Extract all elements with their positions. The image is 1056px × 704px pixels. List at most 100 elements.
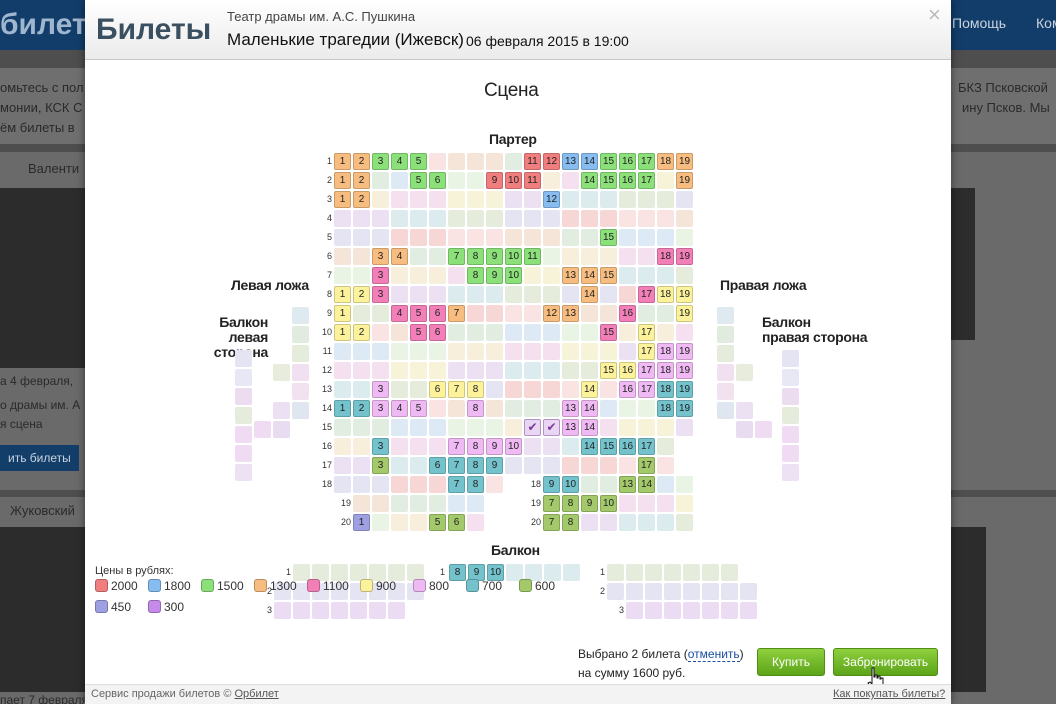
available-seat[interactable]: 7 bbox=[448, 438, 465, 455]
available-seat[interactable]: 1 bbox=[334, 153, 351, 170]
available-seat[interactable]: 17 bbox=[638, 153, 655, 170]
available-seat[interactable]: 10 bbox=[505, 172, 522, 189]
available-seat[interactable]: 13 bbox=[562, 305, 579, 322]
available-seat[interactable]: 5 bbox=[410, 400, 427, 417]
available-seat[interactable]: 2 bbox=[353, 324, 370, 341]
available-seat[interactable]: 6 bbox=[429, 381, 446, 398]
available-seat[interactable]: 2 bbox=[353, 153, 370, 170]
available-seat[interactable]: 7 bbox=[448, 457, 465, 474]
available-seat[interactable]: 19 bbox=[676, 248, 693, 265]
available-seat[interactable]: 8 bbox=[449, 564, 466, 581]
available-seat[interactable]: 9 bbox=[486, 248, 503, 265]
orbilet-link[interactable]: Орбилет bbox=[234, 688, 279, 700]
available-seat[interactable]: 8 bbox=[562, 514, 579, 531]
selected-seat-check-icon[interactable]: ✔ bbox=[524, 419, 541, 436]
available-seat[interactable]: 17 bbox=[638, 362, 655, 379]
available-seat[interactable]: 9 bbox=[486, 172, 503, 189]
available-seat[interactable]: 6 bbox=[448, 514, 465, 531]
cancel-selection-link[interactable]: отменить bbox=[687, 647, 740, 662]
available-seat[interactable]: 10 bbox=[505, 267, 522, 284]
available-seat[interactable]: 17 bbox=[638, 438, 655, 455]
available-seat[interactable]: 19 bbox=[676, 343, 693, 360]
available-seat[interactable]: 12 bbox=[543, 153, 560, 170]
available-seat[interactable]: 16 bbox=[619, 362, 636, 379]
available-seat[interactable]: 17 bbox=[638, 381, 655, 398]
available-seat[interactable]: 6 bbox=[429, 457, 446, 474]
available-seat[interactable]: 1 bbox=[334, 324, 351, 341]
available-seat[interactable]: 8 bbox=[562, 495, 579, 512]
available-seat[interactable]: 2 bbox=[353, 400, 370, 417]
available-seat[interactable]: 11 bbox=[524, 248, 541, 265]
available-seat[interactable]: 8 bbox=[467, 438, 484, 455]
available-seat[interactable]: 11 bbox=[524, 172, 541, 189]
available-seat[interactable]: 15 bbox=[600, 324, 617, 341]
available-seat[interactable]: 17 bbox=[638, 286, 655, 303]
available-seat[interactable]: 16 bbox=[619, 305, 636, 322]
available-seat[interactable]: 2 bbox=[353, 191, 370, 208]
available-seat[interactable]: 7 bbox=[448, 248, 465, 265]
available-seat[interactable]: 19 bbox=[676, 362, 693, 379]
available-seat[interactable]: 5 bbox=[410, 305, 427, 322]
available-seat[interactable]: 3 bbox=[372, 248, 389, 265]
available-seat[interactable]: 18 bbox=[657, 153, 674, 170]
available-seat[interactable]: 14 bbox=[638, 476, 655, 493]
available-seat[interactable]: 13 bbox=[562, 153, 579, 170]
available-seat[interactable]: 15 bbox=[600, 153, 617, 170]
available-seat[interactable]: 1 bbox=[334, 305, 351, 322]
available-seat[interactable]: 13 bbox=[562, 400, 579, 417]
available-seat[interactable]: 7 bbox=[543, 495, 560, 512]
available-seat[interactable]: 14 bbox=[581, 438, 598, 455]
available-seat[interactable]: 4 bbox=[391, 400, 408, 417]
available-seat[interactable]: 1 bbox=[334, 172, 351, 189]
available-seat[interactable]: 5 bbox=[410, 153, 427, 170]
background-nav-help[interactable]: Помощь bbox=[952, 15, 1007, 31]
available-seat[interactable]: 2 bbox=[353, 172, 370, 189]
available-seat[interactable]: 6 bbox=[429, 172, 446, 189]
available-seat[interactable]: 3 bbox=[372, 267, 389, 284]
available-seat[interactable]: 9 bbox=[486, 267, 503, 284]
available-seat[interactable]: 15 bbox=[600, 438, 617, 455]
available-seat[interactable]: 9 bbox=[543, 476, 560, 493]
available-seat[interactable]: 1 bbox=[334, 286, 351, 303]
available-seat[interactable]: 18 bbox=[657, 362, 674, 379]
available-seat[interactable]: 18 bbox=[657, 343, 674, 360]
available-seat[interactable]: 17 bbox=[638, 324, 655, 341]
available-seat[interactable]: 15 bbox=[600, 172, 617, 189]
available-seat[interactable]: 1 bbox=[334, 191, 351, 208]
available-seat[interactable]: 2 bbox=[353, 286, 370, 303]
close-icon[interactable]: × bbox=[928, 2, 941, 27]
available-seat[interactable]: 18 bbox=[657, 286, 674, 303]
available-seat[interactable]: 17 bbox=[638, 172, 655, 189]
available-seat[interactable]: 5 bbox=[429, 514, 446, 531]
buy-button[interactable]: Купить bbox=[757, 648, 825, 676]
available-seat[interactable]: 14 bbox=[581, 153, 598, 170]
available-seat[interactable]: 13 bbox=[562, 419, 579, 436]
available-seat[interactable]: 14 bbox=[581, 267, 598, 284]
available-seat[interactable]: 8 bbox=[467, 267, 484, 284]
available-seat[interactable]: 6 bbox=[429, 305, 446, 322]
available-seat[interactable]: 3 bbox=[372, 286, 389, 303]
available-seat[interactable]: 3 bbox=[372, 381, 389, 398]
available-seat[interactable]: 3 bbox=[372, 457, 389, 474]
available-seat[interactable]: 14 bbox=[581, 286, 598, 303]
available-seat[interactable]: 9 bbox=[486, 438, 503, 455]
available-seat[interactable]: 10 bbox=[505, 248, 522, 265]
available-seat[interactable]: 12 bbox=[543, 305, 560, 322]
background-nav-company[interactable]: Ком bbox=[1036, 15, 1056, 31]
available-seat[interactable]: 16 bbox=[619, 438, 636, 455]
available-seat[interactable]: 9 bbox=[581, 495, 598, 512]
available-seat[interactable]: 14 bbox=[581, 419, 598, 436]
reserve-button[interactable]: Забронировать bbox=[833, 648, 938, 676]
available-seat[interactable]: 8 bbox=[467, 248, 484, 265]
available-seat[interactable]: 8 bbox=[467, 457, 484, 474]
how-to-buy-link[interactable]: Как покупать билеты? bbox=[833, 688, 946, 700]
available-seat[interactable]: 16 bbox=[619, 172, 636, 189]
available-seat[interactable]: 3 bbox=[372, 400, 389, 417]
selected-seat-check-icon[interactable]: ✔ bbox=[543, 419, 560, 436]
available-seat[interactable]: 5 bbox=[410, 324, 427, 341]
available-seat[interactable]: 16 bbox=[619, 381, 636, 398]
background-card-button[interactable]: ить билеты bbox=[0, 445, 79, 471]
available-seat[interactable]: 4 bbox=[391, 248, 408, 265]
available-seat[interactable]: 18 bbox=[657, 381, 674, 398]
available-seat[interactable]: 1 bbox=[353, 514, 370, 531]
